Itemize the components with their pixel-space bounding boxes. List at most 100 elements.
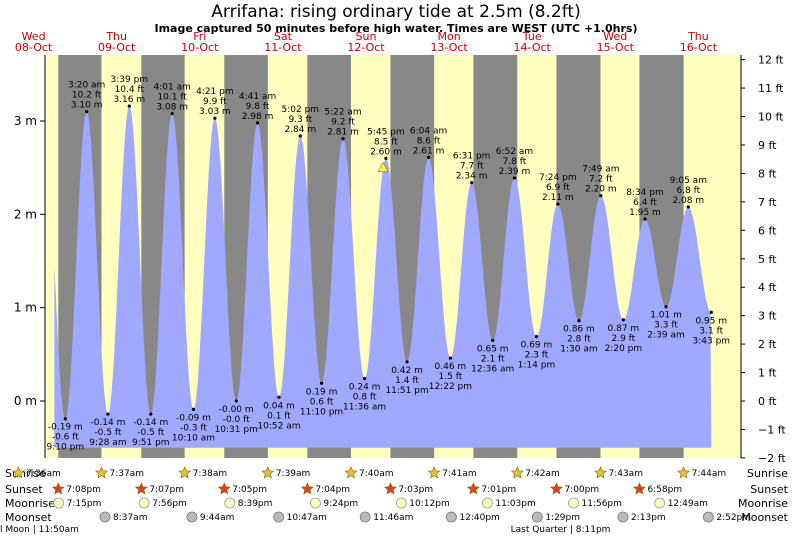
high-tide-label: 5:02 pm9.3 ft2.84 m xyxy=(282,105,320,135)
low-tide-point xyxy=(577,319,581,323)
low-tide-point xyxy=(491,338,495,342)
sunset-icon xyxy=(383,482,397,495)
moonrise-icon xyxy=(654,497,666,509)
day-name: Mon xyxy=(437,30,460,43)
tide-label-line: 7:49 am xyxy=(582,165,619,175)
high-tide-label: 6:31 pm7.7 ft2.34 m xyxy=(453,152,491,182)
sunset-icon xyxy=(549,482,563,495)
sunset-icon xyxy=(466,482,480,495)
moonset-icon xyxy=(531,511,543,523)
low-tide-point xyxy=(106,412,110,416)
sunset-time: 7:01pm xyxy=(481,485,516,495)
high-tide-label: 6:04 am8.6 ft2.61 m xyxy=(410,126,447,156)
moonset-time: 11:46am xyxy=(373,513,413,523)
tide-label-line: 6:04 am xyxy=(410,126,447,136)
sunset-time: 7:04pm xyxy=(315,485,350,495)
high-tide-label: 4:21 pm9.9 ft3.03 m xyxy=(196,87,234,117)
sunrise-icon xyxy=(178,466,192,479)
sunset-icon xyxy=(217,482,231,495)
tide-label-line: 2.3 ft xyxy=(525,351,549,361)
tide-label-line: 9.8 ft xyxy=(246,102,270,112)
day-name: Thu xyxy=(105,30,127,43)
tide-area-path xyxy=(54,106,712,448)
moonrise-icon xyxy=(395,497,407,509)
day-date: 08-Oct xyxy=(15,41,53,54)
right-tick-label: 8 ft xyxy=(758,167,777,180)
tide-label-line: -0.5 ft xyxy=(94,428,121,438)
tide-label-line: 10.2 ft xyxy=(72,91,102,101)
high-tide-label: 5:45 pm8.5 ft2.60 m xyxy=(367,127,405,157)
tide-label-line: 10:10 am xyxy=(172,433,215,443)
tide-label-line: 0.04 m xyxy=(263,401,295,411)
right-tick-label: −2 ft xyxy=(758,452,786,465)
low-tide-label: 0.95 m3.1 ft3:43 pm xyxy=(693,316,731,346)
low-tide-point xyxy=(405,360,409,364)
moonset-icon xyxy=(446,511,457,523)
high-tide-point xyxy=(643,217,647,221)
moonset-time: 12:40pm xyxy=(459,513,499,523)
tide-label-line: 5:02 pm xyxy=(282,105,320,115)
sunset-icon xyxy=(51,482,65,495)
current-tide-marker xyxy=(377,161,389,173)
sunset-row-label-left: Sunset xyxy=(5,483,43,496)
moonset-time: 1:29pm xyxy=(545,513,580,523)
tide-label-line: 11:10 pm xyxy=(300,407,343,417)
moonrise-row-label-left: Moonrise xyxy=(5,497,55,510)
day-name: Fri xyxy=(193,30,206,43)
sunrise-icon xyxy=(344,466,358,479)
moonrise-icon xyxy=(224,497,236,509)
tide-label-line: 8:34 pm xyxy=(626,188,664,198)
moonrise-row-label-right: Moonrise xyxy=(738,497,788,510)
tide-label-line: 9:10 pm xyxy=(47,443,85,453)
tide-label-line: 11:36 am xyxy=(343,403,386,413)
moonset-row-label-left: Moonset xyxy=(5,511,52,524)
tide-label-line: 0.42 m xyxy=(391,366,423,376)
right-tick-label: 7 ft xyxy=(758,196,777,209)
moon-phase-label: Last Quarter | 8:11pm xyxy=(511,525,611,535)
axes: 3 m 2 m 1 m 0 m −2 ft −1 ft 0 ft 1 ft 2 ft 3 ft 4 … xyxy=(14,54,787,465)
current-level-triangle xyxy=(377,161,389,173)
low-tide-label: -0.14 m-0.5 ft9:51 pm xyxy=(132,418,170,448)
right-tick-label: 0 ft xyxy=(758,395,777,408)
tide-label-line: 12:22 pm xyxy=(429,382,472,392)
left-tick-label: 0 m xyxy=(14,394,37,408)
moonset-icon xyxy=(617,511,629,523)
low-tide-label: 1.01 m3.3 ft2:39 am xyxy=(647,311,684,341)
moonrise-icon xyxy=(568,497,579,509)
sunset-time: 7:07pm xyxy=(149,485,184,495)
low-tide-point xyxy=(191,407,196,411)
moonset-time: 2:52pm xyxy=(716,513,751,523)
sunrise-icon xyxy=(510,466,524,479)
tide-label-line: 2.1 ft xyxy=(481,354,505,364)
tide-label-line: 0.46 m xyxy=(435,362,467,372)
tide-label-line: -0.3 ft xyxy=(180,423,207,433)
tide-label-line: 10:52 am xyxy=(257,421,300,431)
moonset-time: 2:13pm xyxy=(631,513,666,523)
high-tide-label: 9:05 am6.8 ft2.08 m xyxy=(670,176,707,206)
left-tick-label: 3 m xyxy=(14,114,37,128)
high-tide-point xyxy=(170,111,174,116)
left-tick-label: 2 m xyxy=(14,207,37,221)
right-tick-label: 9 ft xyxy=(758,139,777,152)
tide-label-line: 4:21 pm xyxy=(196,87,234,97)
tide-label-line: 0.65 m xyxy=(477,344,509,354)
moonrise-time: 7:15pm xyxy=(67,499,102,509)
day-name: Sat xyxy=(274,30,293,43)
low-tide-point xyxy=(319,381,324,385)
sunset-time: 7:00pm xyxy=(564,485,599,495)
sunrise-time: 7:39am xyxy=(276,469,311,479)
tide-label-line: 9.2 ft xyxy=(331,118,355,128)
high-tide-point xyxy=(85,110,89,114)
right-tick-label: 12 ft xyxy=(758,54,784,67)
tide-label-line: 6.8 ft xyxy=(676,186,700,196)
high-tide-label: 8:34 pm6.4 ft1.95 m xyxy=(626,188,664,218)
tide-label-line: 3.16 m xyxy=(113,95,145,105)
tide-label-line: 2:20 pm xyxy=(605,344,643,354)
